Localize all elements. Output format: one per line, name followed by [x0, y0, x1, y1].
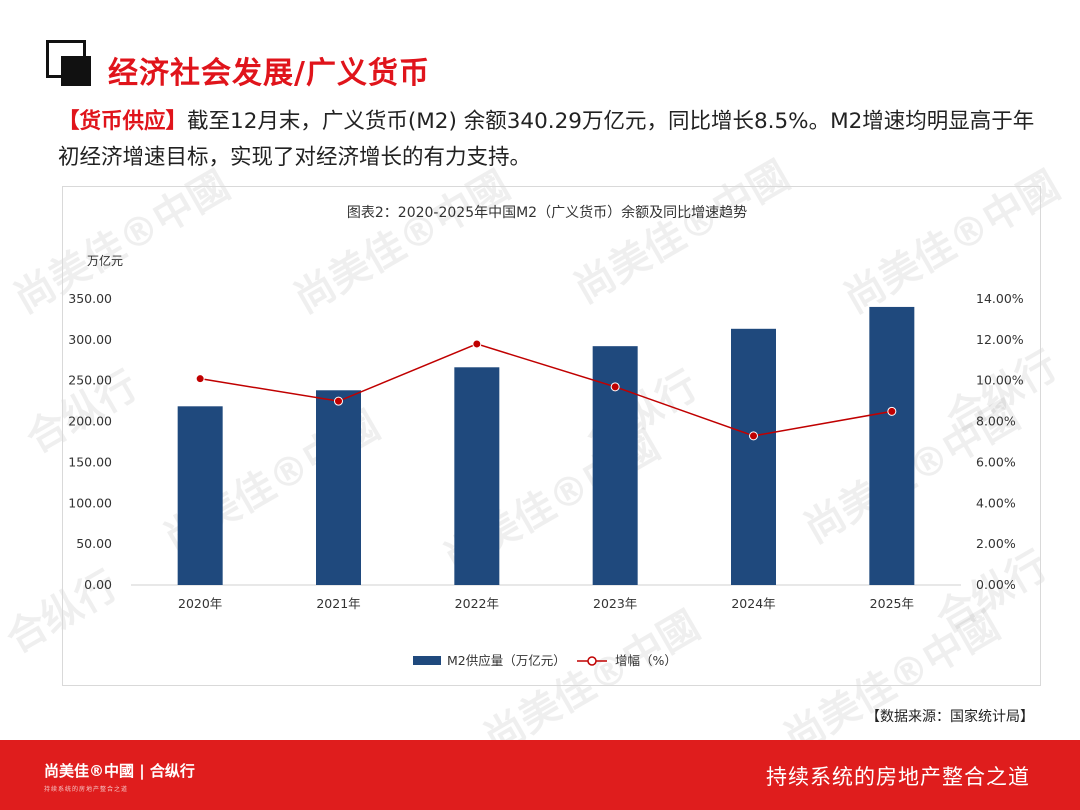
y-tick-label: 150.00: [68, 454, 112, 469]
bar-m2-2: [316, 390, 361, 585]
y2-tick-label: 6.00%: [976, 454, 1016, 469]
y-tick-label: 50.00: [76, 536, 112, 551]
y2-tick-label: 14.00%: [976, 291, 1024, 306]
y2-tick-label: 2.00%: [976, 536, 1016, 551]
x-tick-label: 2023年: [593, 596, 637, 611]
y-tick-label: 200.00: [68, 414, 112, 429]
growth-line: [200, 343, 892, 437]
data-source-note: 【数据来源：国家统计局】: [866, 709, 1034, 725]
footer-logo-subtitle: 持续系统的房地产整合之道: [44, 786, 129, 793]
legend-bar-label: M2供应量（万亿元）: [447, 653, 566, 668]
growth-point-1: [195, 374, 205, 384]
bar-m2-6: [869, 306, 915, 585]
legend-line-marker: [587, 656, 597, 666]
y-tick-label: 100.00: [68, 495, 112, 510]
intro-paragraph: 【货币供应】截至12月末，广义货币(M2) 余额340.29万亿元，同比增长8.…: [58, 104, 1038, 176]
y2-tick-label: 8.00%: [976, 414, 1016, 429]
growth-point-4: [610, 382, 620, 392]
x-tick-label: 2021年: [316, 596, 360, 611]
bar-m2-3: [454, 367, 500, 585]
x-tick-label: 2020年: [178, 596, 222, 611]
intro-tag: 【货币供应】: [58, 109, 188, 134]
chart-title: 图表2：2020-2025年中国M2（广义货币）余额及同比增速趋势: [347, 204, 747, 221]
footer-slogan: 持续系统的房地产整合之道: [766, 765, 1030, 789]
footer-bar: 尚美佳®中國 | 合纵行 持续系统的房地产整合之道 持续系统的房地产整合之道: [0, 740, 1080, 810]
y2-tick-label: 4.00%: [976, 495, 1016, 510]
legend-line-label: 增幅（%）: [615, 653, 677, 668]
y2-tick-label: 12.00%: [976, 332, 1024, 347]
y2-tick-label: 0.00%: [976, 577, 1016, 592]
growth-point-3: [472, 339, 482, 349]
y-axis-unit-label: 万亿元: [87, 253, 123, 268]
growth-point-5: [749, 431, 758, 441]
page-title: 经济社会发展/广义货币: [108, 56, 430, 91]
x-tick-label: 2022年: [455, 596, 499, 611]
y-tick-label: 350.00: [68, 291, 112, 306]
growth-point-6: [887, 406, 897, 416]
legend-bar-swatch: [413, 656, 441, 665]
x-tick-label: 2024年: [731, 596, 775, 611]
growth-point-2: [334, 396, 343, 406]
footer-logo: 尚美佳®中國 | 合纵行: [44, 762, 195, 780]
m2-chart: 图表2：2020-2025年中国M2（广义货币）余额及同比增速趋势 万亿元 0.…: [68, 204, 1024, 668]
y-tick-label: 300.00: [68, 332, 112, 347]
title-square-icon: [46, 40, 92, 86]
y-tick-label: 0.00: [84, 577, 112, 592]
x-tick-label: 2025年: [870, 596, 914, 611]
y-tick-label: 250.00: [68, 373, 112, 388]
intro-text: 截至12月末，广义货币(M2) 余额340.29万亿元，同比增长8.5%。M2增…: [58, 109, 1035, 170]
bar-m2-1: [177, 406, 223, 585]
chart-frame: 图表2：2020-2025年中国M2（广义货币）余额及同比增速趋势 万亿元 0.…: [62, 186, 1041, 686]
y2-tick-label: 10.00%: [976, 373, 1024, 388]
bar-m2-5: [731, 328, 776, 585]
